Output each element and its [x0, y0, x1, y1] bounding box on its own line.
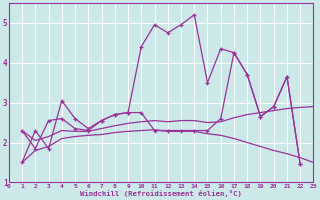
X-axis label: Windchill (Refroidissement éolien,°C): Windchill (Refroidissement éolien,°C) — [80, 190, 242, 197]
